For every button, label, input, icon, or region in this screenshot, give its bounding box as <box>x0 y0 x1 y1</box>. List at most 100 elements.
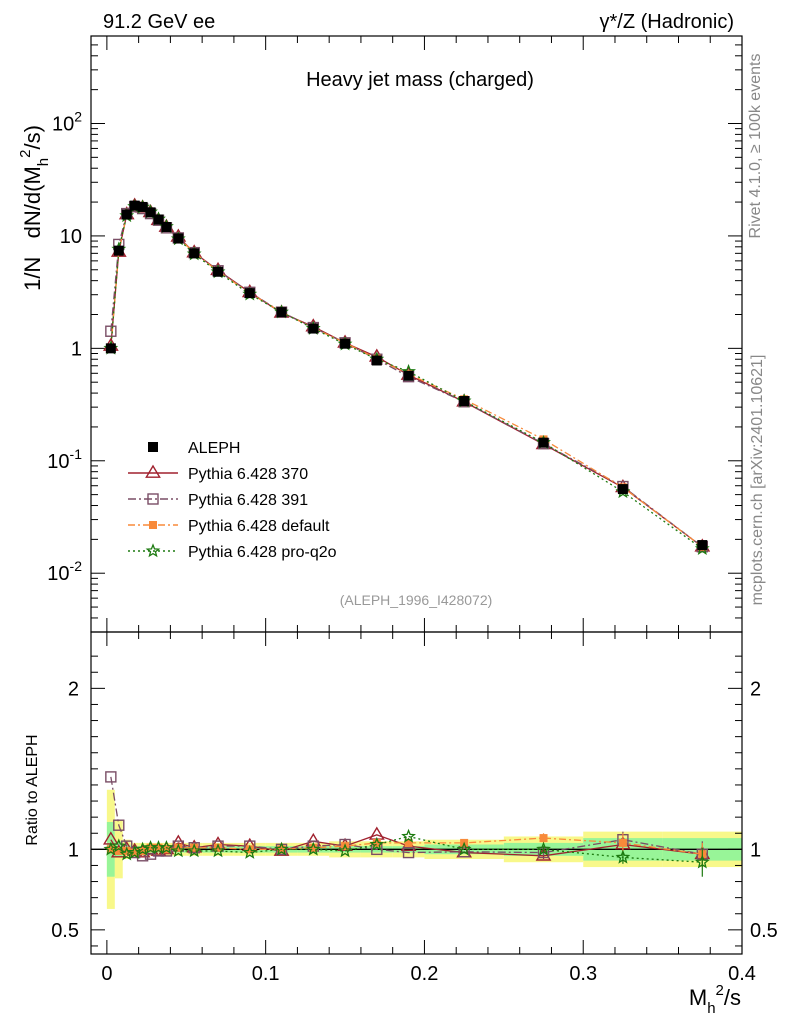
data-point-data <box>244 288 255 299</box>
ratio-point-pq2o <box>337 843 353 858</box>
main-y-tick-label: 10-2 <box>47 558 82 585</box>
data-point-data <box>276 307 287 318</box>
ratio-point-pdefault <box>174 843 183 852</box>
ratio-point-pdefault <box>372 838 381 847</box>
ratio-point-pdefault <box>146 843 155 852</box>
data-point-data <box>340 338 351 349</box>
ratio-point-pq2o <box>159 839 174 855</box>
ratio-point-pq2o <box>456 841 472 856</box>
data-point-data <box>121 209 132 220</box>
ratio-point-pq2o <box>242 844 258 859</box>
ratio-y-tick-label-left: 2 <box>68 678 79 700</box>
mcplots-source-label: mcplots.cern.ch [arXiv:2401.10621] <box>749 355 766 606</box>
main-y-tick-label: 10 <box>60 226 82 248</box>
ratio-point-pq2o <box>111 838 127 853</box>
data-point-data <box>105 343 116 354</box>
data-point-data <box>137 201 148 212</box>
main-plot-title: Heavy jet mass (charged) <box>306 69 534 91</box>
legend-label-p370: Pythia 6.428 370 <box>188 466 308 483</box>
ratio-y-tick-label-right: 2 <box>750 678 761 700</box>
ratio-point-p391 <box>105 771 117 783</box>
ratio-point-p391 <box>113 819 125 831</box>
ratio-point-pdefault <box>245 845 254 854</box>
ratio-y-tick-label-left: 1 <box>68 839 79 861</box>
data-point-data <box>308 323 319 334</box>
legend-label-pq2o: Pythia 6.428 pro-q2o <box>188 544 337 561</box>
legend-marker-pq2o <box>145 543 161 558</box>
ratio-point-pdefault <box>539 834 548 843</box>
ratio-point-pq2o <box>615 849 631 864</box>
ratio-point-pq2o <box>210 843 226 858</box>
main-y-tick-label: 102 <box>52 108 82 135</box>
data-point-data <box>403 370 414 381</box>
ratio-y-tick-label-right: 0.5 <box>750 920 778 942</box>
main-y-axis-label: 1/N dN/d(Mh2/s) <box>17 125 52 291</box>
data-point-data <box>129 200 140 211</box>
ratio-point-pdefault <box>154 843 163 852</box>
ratio-point-pq2o <box>369 836 385 851</box>
data-point-data <box>145 207 156 218</box>
data-point-data <box>538 437 549 448</box>
x-tick-label: 0.3 <box>569 963 597 985</box>
x-tick-label: 0.1 <box>252 963 280 985</box>
ratio-point-pdefault <box>162 845 171 854</box>
ratio-point-pq2o <box>694 854 710 869</box>
data-point-data <box>459 396 470 407</box>
ratio-point-pdefault <box>138 846 147 855</box>
main-y-tick-label: 1 <box>71 338 82 360</box>
data-point-data <box>189 248 200 259</box>
ratio-point-p391 <box>402 846 415 859</box>
analysis-id-note: (ALEPH_1996_I428072) <box>340 592 493 608</box>
ratio-plot-series <box>102 771 711 877</box>
ratio-y-axis-label: Ratio to ALEPH <box>24 734 41 845</box>
ratio-point-pdefault <box>190 843 199 852</box>
header-left-label: 91.2 GeV ee <box>103 11 215 33</box>
ratio-point-pdefault <box>122 846 131 855</box>
ratio-plot-frame <box>90 631 743 955</box>
ratio-point-pdefault <box>404 838 413 847</box>
ratio-point-pdefault <box>106 845 115 854</box>
ratio-point-pdefault <box>309 843 318 852</box>
data-point-data <box>371 355 382 366</box>
series-line-pq2o <box>110 206 703 550</box>
main-plot-series <box>102 197 711 556</box>
ratio-line-pq2o <box>110 835 703 863</box>
data-point-data <box>213 266 224 277</box>
main-y-tick-label: 10-1 <box>47 446 82 473</box>
legend-marker-pdefault <box>149 521 157 529</box>
legend-label-pdefault: Pythia 6.428 default <box>188 518 330 535</box>
ratio-point-pdefault <box>214 843 223 852</box>
ratio-point-pq2o <box>401 828 416 843</box>
ratio-point-pq2o <box>170 843 186 858</box>
legend-marker-p391 <box>147 493 159 505</box>
ratio-point-pq2o <box>127 844 143 859</box>
data-point-data <box>153 214 164 225</box>
ratio-point-pdefault <box>130 848 139 857</box>
x-tick-label: 0.2 <box>411 963 439 985</box>
legend: ALEPH Pythia 6.428 370 Pythia 6.428 391 Pyt… <box>128 440 337 561</box>
ratio-point-pq2o <box>305 841 321 856</box>
legend-marker-p370 <box>145 464 161 478</box>
ratio-y-tick-label-left: 0.5 <box>51 920 79 942</box>
ratio-point-pdefault <box>618 838 627 847</box>
data-point-data <box>617 484 628 495</box>
main-plot-frame <box>90 35 743 633</box>
data-point-p391 <box>105 325 117 337</box>
data-point-data <box>161 222 172 233</box>
x-tick-label: 0 <box>101 963 112 985</box>
ratio-point-pq2o <box>536 841 551 856</box>
ratio-y-tick-label-right: 1 <box>750 839 761 861</box>
rivet-version-label: Rivet 4.1.0, ≥ 100k events <box>747 54 764 239</box>
legend-marker-data <box>148 442 158 452</box>
ratio-point-pq2o <box>103 841 119 856</box>
x-tick-label: 0.4 <box>728 963 756 985</box>
x-axis-label: Mh2/s <box>689 982 741 1017</box>
header-right-label: γ*/Z (Hadronic) <box>600 11 734 33</box>
ratio-point-pq2o <box>274 841 289 856</box>
data-point-data <box>697 540 708 551</box>
legend-label-data: ALEPH <box>188 440 240 457</box>
data-point-data <box>173 233 184 244</box>
data-point-data <box>113 245 124 256</box>
ratio-point-pdefault <box>114 846 123 855</box>
legend-label-p391: Pythia 6.428 391 <box>188 492 308 509</box>
